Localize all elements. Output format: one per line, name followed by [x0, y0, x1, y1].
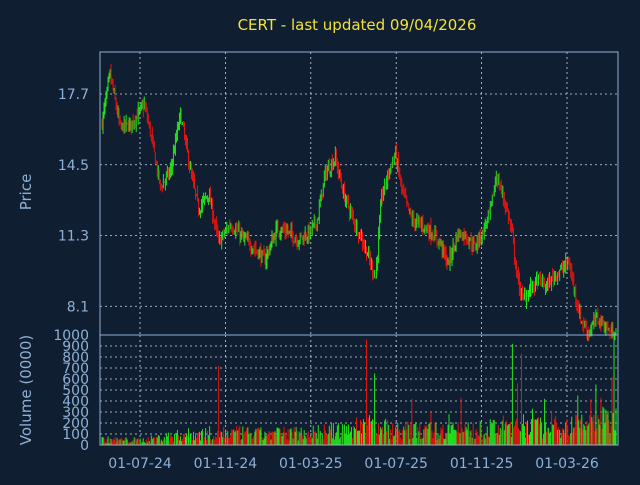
volume-tick-label: 700 — [62, 361, 89, 377]
volume-tick-label: 500 — [62, 383, 89, 399]
date-tick-label: 01-11-24 — [194, 456, 258, 472]
volume-tick-label: 1000 — [53, 328, 89, 344]
volume-tick-label: 0 — [80, 438, 89, 454]
price-candles — [101, 64, 617, 342]
price-tick-label: 17.7 — [58, 87, 89, 103]
price-tick-label: 11.3 — [58, 229, 89, 245]
volume-axis-label: Volume (0000) — [17, 335, 35, 445]
volume-tick-label: 800 — [62, 350, 89, 366]
volume-tick-label: 200 — [62, 416, 89, 432]
date-tick-label: 01-03-25 — [279, 456, 343, 472]
date-x-ticks: 01-07-24 01-11-24 01-03-25 01-07-25 01-11-25… — [108, 456, 599, 472]
volume-tick-label: 900 — [62, 339, 89, 355]
volume-gridlines — [100, 335, 618, 445]
date-tick-label: 01-03-26 — [535, 456, 599, 472]
volume-tick-label: 100 — [62, 427, 89, 443]
price-tick-label: 14.5 — [58, 158, 89, 174]
price-gridlines — [100, 52, 618, 335]
date-tick-label: 01-07-24 — [108, 456, 172, 472]
date-tick-label: 01-07-25 — [364, 456, 428, 472]
date-tick-label: 01-11-25 — [450, 456, 514, 472]
chart-title: CERT - last updated 09/04/2026 — [238, 16, 477, 34]
volume-tick-label: 600 — [62, 372, 89, 388]
price-tick-label: 8.1 — [67, 299, 89, 315]
volume-tick-label: 300 — [62, 405, 89, 421]
price-plot-frame — [99, 51, 619, 336]
price-axis-label: Price — [17, 174, 35, 211]
volume-bars — [101, 335, 617, 445]
price-y-ticks: 8.1 11.3 14.5 17.7 — [58, 87, 89, 315]
volume-plot-frame — [99, 334, 619, 446]
volume-tick-label: 400 — [62, 394, 89, 410]
